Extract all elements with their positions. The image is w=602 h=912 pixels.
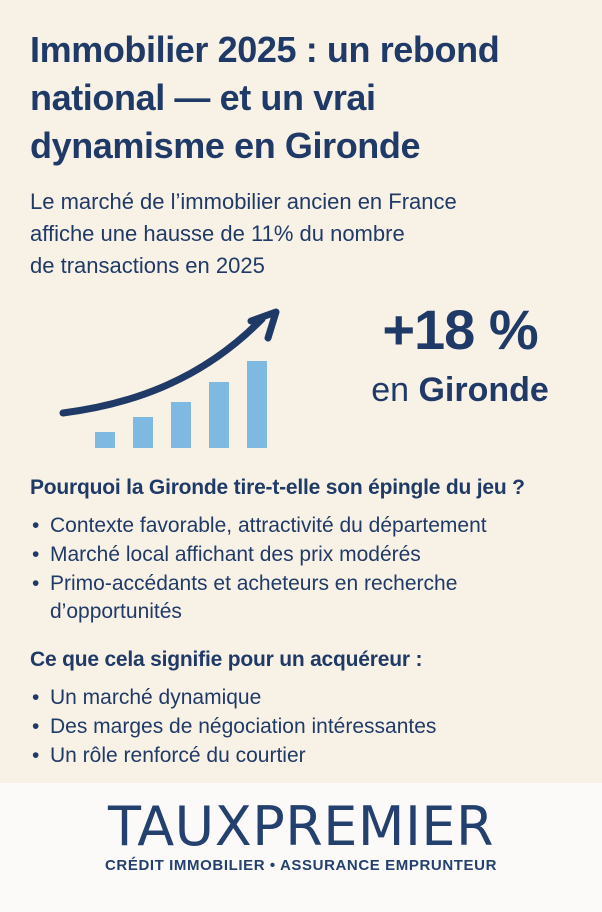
growth-bar	[247, 361, 267, 448]
brand-tagline: CRÉDIT IMMOBILIER • ASSURANCE EMPRUNTEUR	[104, 857, 498, 874]
title-line-3: dynamisme en Gironde	[30, 125, 421, 166]
growth-bar	[209, 382, 229, 448]
title-line-2: national — et un vrai	[30, 77, 376, 118]
list-item: Un marché dynamique	[30, 684, 535, 712]
list-item: Marché local affichant des prix modérés	[30, 541, 535, 569]
footer-band: TAUXPREMIER CRÉDIT IMMOBILIER • ASSURANC…	[0, 783, 602, 912]
trend-arrow-head	[247, 308, 280, 342]
section-1-list: Contexte favorable, attractivité du dépa…	[30, 512, 535, 626]
list-item: Primo-accédants et acheteurs en recherch…	[30, 570, 535, 626]
stat-location-prefix: en	[371, 371, 419, 409]
growth-bar	[133, 417, 153, 448]
list-item: Des marges de négociation intéressantes	[30, 713, 535, 741]
hero-block: +18 % en Gironde	[30, 302, 572, 454]
title-line-1: Immobilier 2025 : un rebond	[30, 29, 500, 70]
list-item: Contexte favorable, attractivité du dépa…	[30, 512, 535, 540]
brand-logo: TAUXPREMIER	[107, 795, 495, 858]
subtitle-line-2: affiche une hausse de 11% du nombre	[30, 221, 405, 246]
subtitle: Le marché de l’immobilier ancien en Fran…	[30, 186, 572, 282]
list-item: Un rôle renforcé du courtier	[30, 742, 535, 770]
subtitle-line-1: Le marché de l’immobilier ancien en Fran…	[30, 189, 457, 214]
hero-stat: +18 % en Gironde	[330, 298, 590, 409]
section-1-heading: Pourquoi la Gironde tire-t-elle son épin…	[30, 476, 525, 499]
growth-chart	[59, 308, 280, 448]
section-2-list: Un marché dynamique Des marges de négoci…	[30, 684, 535, 770]
page-title: Immobilier 2025 : un rebond national — e…	[30, 26, 572, 170]
main-content: Immobilier 2025 : un rebond national — e…	[0, 26, 602, 770]
stat-location-name: Gironde	[418, 371, 549, 409]
stat-location: en Gironde	[330, 372, 590, 408]
subtitle-line-3: de transactions en 2025	[30, 253, 265, 278]
growth-bar	[171, 402, 191, 448]
growth-bars	[95, 361, 267, 448]
stat-number: +18 %	[382, 298, 538, 361]
trend-arrow-curve	[59, 315, 266, 417]
growth-bar	[95, 432, 115, 448]
section-2-heading: Ce que cela signifie pour un acquéreur :	[30, 648, 423, 671]
